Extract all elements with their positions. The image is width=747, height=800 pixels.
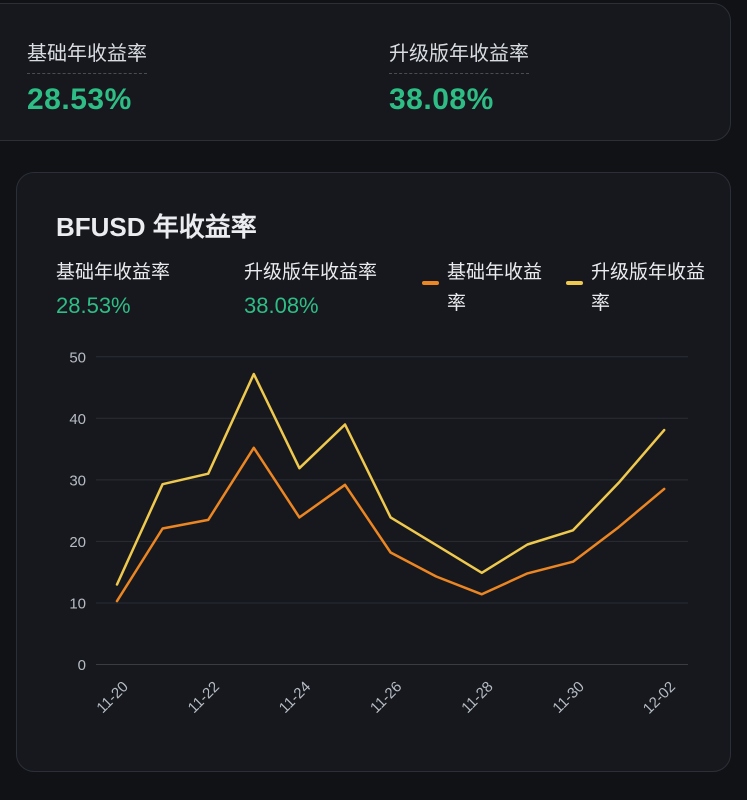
- y-axis-tick-label: 40: [69, 411, 86, 428]
- chart-title: BFUSD 年收益率: [56, 212, 257, 242]
- chart-stat-upgraded-label: 升级版年收益率: [244, 262, 378, 283]
- x-axis-tick-label: 11-30: [549, 678, 587, 716]
- chart-stat-base-value: 28.53%: [56, 293, 131, 318]
- summary-stat-upgraded: 升级版年收益率 38.08%: [389, 37, 529, 117]
- summary-card: 基础年收益率 28.53% 升级版年收益率 38.08%: [0, 3, 731, 141]
- base-series-marker-icon: [422, 281, 439, 285]
- base-apy-label[interactable]: 基础年收益率: [27, 37, 147, 74]
- upgraded-series-marker-icon: [566, 281, 583, 285]
- y-axis-tick-label: 50: [69, 349, 86, 366]
- chart-stat-upgraded: 升级版年收益率 38.08%: [244, 257, 377, 319]
- y-axis-tick-label: 20: [69, 534, 86, 551]
- base-apy-value: 28.53%: [27, 83, 132, 116]
- x-axis-tick-label: 11-26: [367, 678, 405, 716]
- legend-label-base: 基础年收益率: [447, 262, 543, 314]
- x-axis-tick-label: 12-02: [640, 678, 679, 717]
- upgraded-apy-label[interactable]: 升级版年收益率: [389, 37, 529, 74]
- x-axis-tick-label: 11-28: [458, 678, 496, 716]
- legend-item-upgraded[interactable]: 升级版年收益率: [566, 257, 706, 319]
- y-axis-tick-label: 10: [69, 595, 86, 612]
- y-axis-tick-label: 0: [78, 657, 86, 674]
- chart-stat-upgraded-value: 38.08%: [244, 293, 319, 318]
- chart-stat-base: 基础年收益率 28.53%: [56, 257, 170, 319]
- x-axis-tick-label: 11-20: [93, 678, 131, 716]
- chart-stat-base-label: 基础年收益率: [56, 262, 171, 283]
- x-axis-tick-label: 11-22: [185, 678, 223, 716]
- series-line-基础年收益率[interactable]: [115, 446, 666, 603]
- chart-card: BFUSD 年收益率 基础年收益率 28.53% 升级版年收益率 38.08% …: [16, 172, 731, 772]
- yield-line-chart[interactable]: 0 10 20 30 40 50 11-20 11-22 11-24 11-26 11-28 11-3…: [17, 173, 732, 773]
- y-axis-tick-label: 30: [69, 472, 86, 489]
- upgraded-apy-value: 38.08%: [389, 83, 494, 116]
- x-axis-tick-label: 11-24: [276, 678, 314, 716]
- legend-item-base[interactable]: 基础年收益率: [422, 257, 550, 319]
- summary-stat-base: 基础年收益率 28.53%: [27, 37, 389, 117]
- series-line-升级版年收益率[interactable]: [115, 372, 666, 586]
- legend-label-upgraded: 升级版年收益率: [591, 262, 706, 314]
